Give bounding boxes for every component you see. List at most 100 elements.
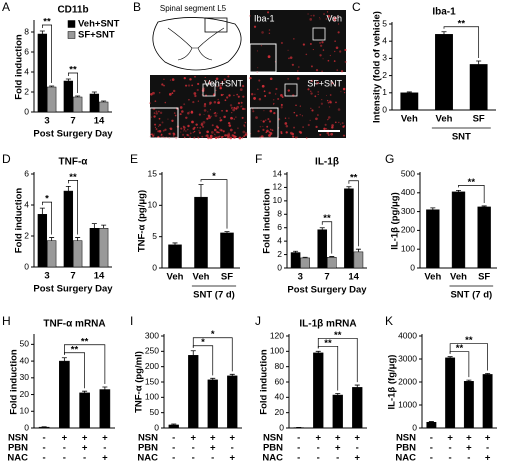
speckle xyxy=(202,120,206,124)
speckle xyxy=(333,18,337,22)
speckle xyxy=(174,114,177,117)
speckle xyxy=(217,98,219,101)
speckle xyxy=(227,134,231,137)
speckle xyxy=(206,130,209,134)
speckle xyxy=(193,136,195,138)
speckle xyxy=(327,14,331,18)
condition-name: NAC xyxy=(262,453,283,461)
y-tick-label: 4 xyxy=(277,235,282,245)
error-bar xyxy=(354,384,360,388)
speckle xyxy=(183,77,186,80)
error-bar xyxy=(319,227,325,230)
speckle xyxy=(340,70,344,73)
y-axis-label: TNF-α (pg/μg) xyxy=(137,190,148,252)
bar xyxy=(332,394,343,429)
speckle xyxy=(275,87,278,90)
speckle xyxy=(203,104,207,108)
condition-value: - xyxy=(430,453,433,461)
inset-box xyxy=(202,83,216,97)
speckle xyxy=(213,128,217,132)
speckle xyxy=(181,133,185,136)
speckle xyxy=(329,101,332,104)
speckle xyxy=(179,113,182,116)
y-tick-label: 60 xyxy=(275,376,285,386)
speckle xyxy=(193,92,197,95)
speckle xyxy=(209,101,212,105)
speckle xyxy=(199,126,202,129)
x-tick-label: Veh xyxy=(450,272,467,283)
panel-letter: F xyxy=(255,152,262,166)
condition-name: PBN xyxy=(396,443,416,454)
speckle xyxy=(297,136,299,138)
y-tick-label: 8 xyxy=(24,26,29,36)
speckle xyxy=(209,109,211,111)
error-bar xyxy=(101,100,107,102)
speckle xyxy=(220,129,223,132)
speckle xyxy=(307,88,310,91)
speckle xyxy=(217,101,220,105)
speckle xyxy=(152,134,155,137)
error-bar xyxy=(293,250,299,253)
error-bar xyxy=(229,373,235,376)
speckle xyxy=(228,124,232,127)
speckle xyxy=(216,112,218,114)
condition-value: - xyxy=(317,453,320,461)
legend-swatch xyxy=(67,31,76,39)
speckle xyxy=(329,54,332,57)
speckle xyxy=(208,81,211,85)
condition-value: + xyxy=(315,433,321,444)
x-tick-label: 14 xyxy=(94,271,105,282)
significance-label: ** xyxy=(324,338,332,349)
y-tick-label: 400 xyxy=(401,187,415,197)
error-bar xyxy=(75,237,81,241)
speckle xyxy=(241,137,243,139)
significance-bracket xyxy=(321,221,333,254)
speckle xyxy=(228,94,231,97)
speckle xyxy=(218,131,220,134)
speckle xyxy=(280,41,283,45)
speckle xyxy=(327,134,330,136)
speckle xyxy=(160,135,162,137)
speckle xyxy=(168,132,171,135)
y-tick-label: 0 xyxy=(382,104,387,114)
y-tick-label: 40 xyxy=(20,355,30,365)
speckle xyxy=(207,114,211,117)
speckle xyxy=(344,60,347,63)
speckle xyxy=(239,88,243,92)
speckle xyxy=(311,109,314,112)
speckle xyxy=(298,66,300,68)
condition-value: + xyxy=(485,433,491,444)
x-tick-label: SF xyxy=(473,114,485,125)
y-tick-label: 5 xyxy=(382,18,387,28)
group-label: SNT (7 d) xyxy=(450,290,492,301)
bar xyxy=(207,379,218,429)
x-axis-label: Post Surgery Day xyxy=(287,285,367,296)
y-tick-label: 20 xyxy=(275,407,285,417)
speckle xyxy=(244,132,248,135)
speckle xyxy=(318,16,321,19)
speckle xyxy=(319,133,322,136)
speckle xyxy=(269,77,273,81)
speckle xyxy=(322,49,325,51)
speckle xyxy=(191,120,194,124)
speckle xyxy=(204,76,206,78)
speckle xyxy=(229,128,233,132)
speckle xyxy=(269,128,272,131)
speckle xyxy=(152,91,155,95)
speckle xyxy=(257,88,259,91)
speckle xyxy=(206,117,209,120)
speckle xyxy=(213,136,215,138)
image-label: SF+SNT xyxy=(307,78,342,88)
condition-value: - xyxy=(63,443,66,454)
speckle xyxy=(189,78,192,81)
speckle xyxy=(327,119,329,121)
y-tick-label: 5 xyxy=(152,231,157,241)
bar xyxy=(63,80,74,113)
speckle xyxy=(168,93,172,96)
significance-bracket xyxy=(348,180,359,247)
x-tick-label: SF xyxy=(478,272,490,283)
condition-value: - xyxy=(192,453,195,461)
error-bar xyxy=(476,60,482,65)
significance-label: ** xyxy=(458,18,466,29)
speckle xyxy=(319,54,322,57)
